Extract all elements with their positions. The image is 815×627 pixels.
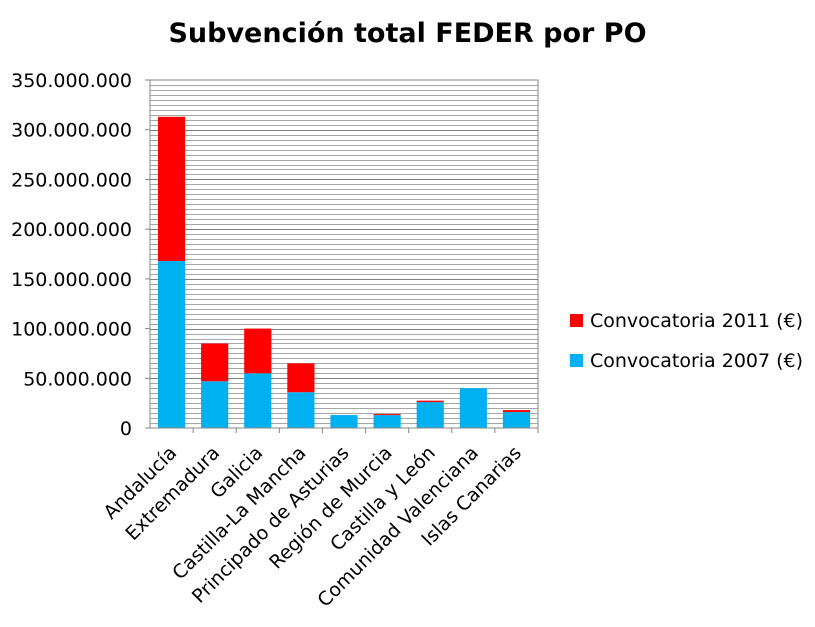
bar-segment — [287, 363, 315, 393]
y-tick-label: 250.000.000 — [11, 169, 132, 191]
bar-segment — [459, 388, 487, 428]
bar-segment — [373, 414, 401, 416]
legend-label: Convocatoria 2011 (€) — [590, 310, 803, 332]
legend: Convocatoria 2011 (€) Convocatoria 2007 (… — [570, 310, 803, 372]
legend-label: Convocatoria 2007 (€) — [590, 350, 803, 372]
chart-title: Subvención total FEDER por PO — [168, 18, 647, 49]
y-tick-label: 200.000.000 — [11, 219, 132, 241]
bar-segment — [287, 392, 315, 428]
bar-segment — [330, 415, 358, 428]
bar-segment — [502, 410, 531, 413]
y-axis-tick-labels: 0 50.000.000 100.000.000 150.000.000 200.000… — [11, 70, 132, 440]
bar-segment — [416, 400, 444, 403]
plot-area-border — [149, 79, 539, 429]
bar-segment — [201, 343, 229, 382]
legend-swatch — [570, 354, 583, 367]
y-tick-label: 0 — [120, 418, 132, 440]
y-tick-label: 100.000.000 — [11, 319, 132, 341]
bar-segment — [157, 116, 186, 261]
bar-segment — [244, 328, 272, 374]
y-tick-label: 350.000.000 — [11, 70, 132, 92]
y-tick-label: 300.000.000 — [11, 120, 132, 142]
bars — [157, 116, 531, 428]
bar-segment — [244, 373, 272, 428]
bar-segment — [416, 402, 444, 428]
y-tick-label: 50.000.000 — [23, 368, 132, 390]
bar-segment — [157, 260, 186, 428]
axes — [145, 79, 539, 433]
bar-segment — [373, 415, 401, 428]
bar-segment — [502, 412, 531, 428]
y-tick-label: 150.000.000 — [11, 269, 132, 291]
legend-swatch — [570, 314, 583, 327]
bar-segment — [201, 381, 229, 428]
